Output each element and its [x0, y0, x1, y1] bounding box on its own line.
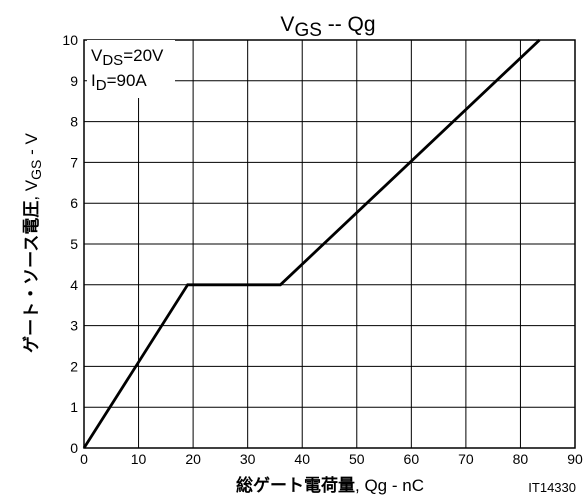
x-tick-label: 80: [513, 451, 529, 467]
chart-title: VGS -- Qg: [280, 13, 375, 41]
annotation-box: [87, 40, 175, 98]
y-axis-label-main: ゲート・ソース電圧: [21, 201, 41, 353]
x-axis-label-main: 総ゲート電荷量: [236, 475, 355, 495]
y-tick-label: 0: [70, 440, 78, 456]
y-tick-label: 5: [70, 236, 78, 252]
annotation-vds-sub: DS: [102, 52, 123, 69]
annotation-id-sub: D: [96, 77, 107, 94]
x-tick-label: 60: [404, 451, 420, 467]
x-tick-label: 70: [458, 451, 474, 467]
y-tick-label: 2: [70, 358, 78, 374]
title-main: V: [280, 13, 294, 36]
series: [82, 38, 541, 449]
x-tick-label: 0: [80, 451, 88, 467]
y-axis-label: ゲート・ソース電圧, VGS - V: [21, 133, 44, 353]
x-tick-label: 10: [131, 451, 147, 467]
x-tick-labels: 0 10 20 30 40 50 60 70 80 90: [80, 451, 583, 467]
grid-lines: [83, 39, 576, 449]
x-axis-label-rest: , Qg - nC: [355, 476, 424, 495]
y-tick-labels: 0 1 2 3 4 5 6 7 8 9 10: [62, 32, 78, 456]
x-tick-label: 50: [349, 451, 365, 467]
y-axis-label-rest: - V: [22, 133, 41, 160]
title-rest: -- Qg: [322, 13, 376, 36]
annotation-vds-rest: =20V: [123, 46, 164, 65]
y-tick-label: 7: [70, 154, 78, 170]
annotation-id: ID=90A: [91, 71, 147, 94]
y-tick-label: 6: [70, 195, 78, 211]
plot-frame: [83, 39, 576, 449]
y-tick-label: 1: [70, 399, 78, 415]
x-tick-label: 30: [240, 451, 256, 467]
x-tick-label: 90: [567, 451, 583, 467]
y-axis-label-sub: GS: [28, 160, 44, 180]
x-axis-label: 総ゲート電荷量, Qg - nC: [236, 475, 424, 495]
series-line: [82, 38, 541, 449]
annotation-vds-main: V: [91, 46, 103, 65]
x-tick-label: 20: [185, 451, 201, 467]
title-sub: GS: [294, 20, 321, 41]
annotation-id-main: I: [91, 71, 96, 90]
y-tick-label: 4: [70, 277, 78, 293]
y-tick-label: 3: [70, 318, 78, 334]
y-tick-label: 9: [70, 73, 78, 89]
annotation-id-rest: =90A: [107, 71, 148, 90]
x-tick-label: 40: [294, 451, 310, 467]
y-axis-label-pre: , V: [22, 179, 41, 200]
annotation-vds: VDS=20V: [91, 46, 164, 69]
y-tick-label: 10: [62, 32, 78, 48]
figure-id: IT14330: [528, 480, 576, 495]
y-tick-label: 8: [70, 114, 78, 130]
